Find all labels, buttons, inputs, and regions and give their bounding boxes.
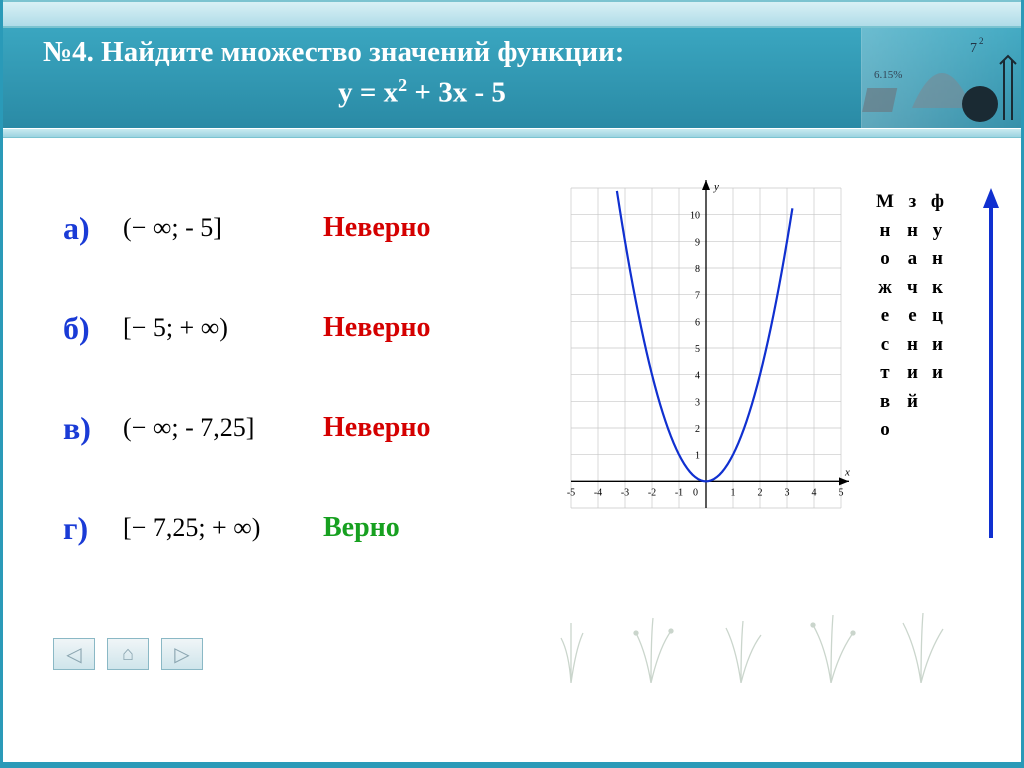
svg-text:10: 10 <box>690 211 700 222</box>
bottom-border <box>3 762 1021 768</box>
svg-text:2: 2 <box>979 36 984 46</box>
option-label-a: а) <box>63 210 123 247</box>
accent-line <box>3 128 1021 138</box>
svg-text:3: 3 <box>695 397 700 408</box>
svg-text:7: 7 <box>695 291 700 302</box>
plant-decor <box>541 593 991 683</box>
up-arrow-icon <box>981 188 1001 538</box>
svg-text:3: 3 <box>785 487 790 498</box>
option-row[interactable]: г) [− 7,25; + ∞) Верно <box>63 478 543 578</box>
option-label-v: в) <box>63 410 123 447</box>
option-expr-v: (− ∞; - 7,25] <box>123 413 323 443</box>
svg-text:9: 9 <box>695 237 700 248</box>
option-feedback-b: Неверно <box>323 312 430 344</box>
option-feedback-g: Верно <box>323 512 400 544</box>
option-label-g: г) <box>63 510 123 547</box>
svg-text:1: 1 <box>695 451 700 462</box>
svg-text:y: y <box>713 181 719 193</box>
slide-equation: y = x2 + 3x - 5 <box>43 75 1001 110</box>
side-col-1: Множество <box>876 188 895 445</box>
svg-text:2: 2 <box>758 487 763 498</box>
nav-home-button[interactable]: ⌂ <box>107 638 149 670</box>
slide: №4. Найдите множество значений функции: … <box>0 0 1024 768</box>
svg-text:6: 6 <box>695 317 700 328</box>
svg-text:4: 4 <box>695 371 700 382</box>
parabola-graph: -5 -4 -3 -2 -1 1 2 3 4 5 1 2 3 4 5 6 7 8 9 10 0 x y <box>551 178 861 538</box>
svg-text:5: 5 <box>839 487 844 498</box>
side-col-2: значений <box>907 188 919 445</box>
option-expr-b: [− 5; + ∞) <box>123 313 323 343</box>
option-label-b: б) <box>63 310 123 347</box>
equation-exp: 2 <box>398 75 407 95</box>
nav-bar: ◁ ⌂ ▷ <box>53 638 203 670</box>
side-col-3: функции <box>931 188 945 445</box>
answer-options: а) (− ∞; - 5] Неверно б) [− 5; + ∞) Неве… <box>63 178 543 578</box>
svg-text:-3: -3 <box>621 487 629 498</box>
svg-text:0: 0 <box>693 487 698 498</box>
svg-text:-4: -4 <box>594 487 602 498</box>
equation-post: + 3x - 5 <box>407 77 506 109</box>
svg-text:-5: -5 <box>567 487 575 498</box>
svg-text:7: 7 <box>970 41 977 56</box>
svg-text:4: 4 <box>812 487 817 498</box>
option-expr-g: [− 7,25; + ∞) <box>123 513 323 543</box>
svg-text:8: 8 <box>695 264 700 275</box>
nav-next-button[interactable]: ▷ <box>161 638 203 670</box>
side-vertical-label: Множество значений функции <box>876 188 986 445</box>
title-decor-shapes: 6.15% 7 2 <box>861 28 1021 128</box>
top-decor-bar <box>3 0 1021 28</box>
svg-text:1: 1 <box>731 487 736 498</box>
svg-text:-2: -2 <box>648 487 656 498</box>
option-row[interactable]: б) [− 5; + ∞) Неверно <box>63 278 543 378</box>
svg-text:5: 5 <box>695 344 700 355</box>
option-expr-a: (− ∞; - 5] <box>123 213 323 243</box>
option-feedback-v: Неверно <box>323 412 430 444</box>
option-row[interactable]: в) (− ∞; - 7,25] Неверно <box>63 378 543 478</box>
nav-prev-button[interactable]: ◁ <box>53 638 95 670</box>
svg-text:6.15%: 6.15% <box>874 69 902 81</box>
option-feedback-a: Неверно <box>323 212 430 244</box>
option-row[interactable]: а) (− ∞; - 5] Неверно <box>63 178 543 278</box>
svg-text:-1: -1 <box>675 487 683 498</box>
svg-text:x: x <box>844 466 850 478</box>
svg-text:2: 2 <box>695 424 700 435</box>
title-bar: №4. Найдите множество значений функции: … <box>3 28 1021 128</box>
content-area: а) (− ∞; - 5] Неверно б) [− 5; + ∞) Неве… <box>3 138 1021 698</box>
equation-pre: y = x <box>338 77 398 109</box>
slide-title: №4. Найдите множество значений функции: <box>43 36 1001 69</box>
